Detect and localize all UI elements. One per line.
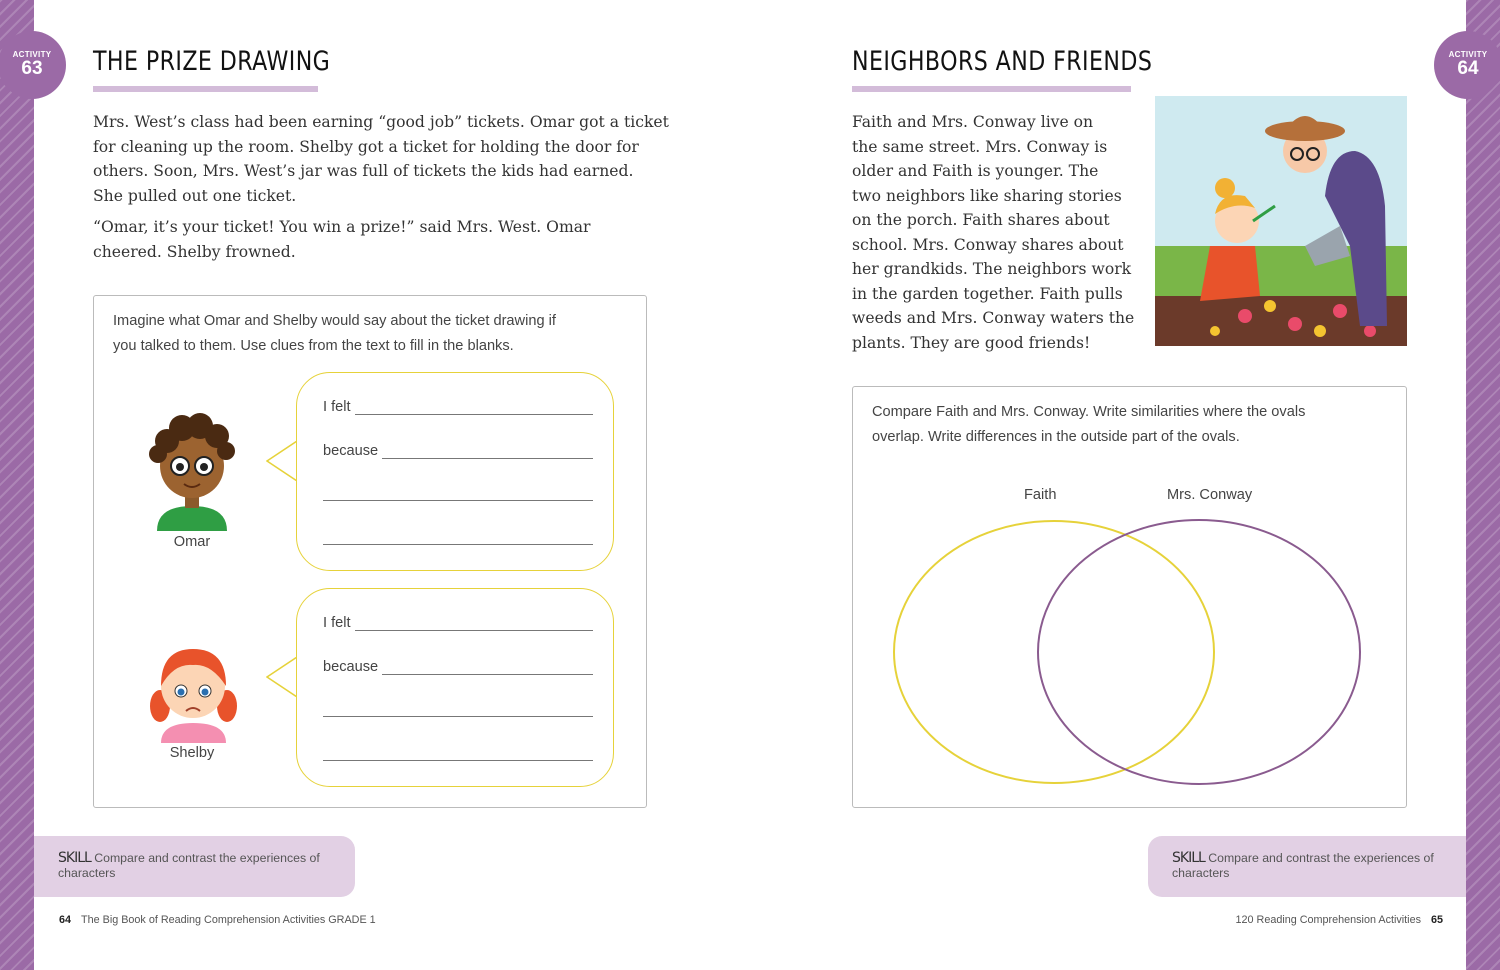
activity-number: 63: [21, 58, 43, 79]
omar-illustration: [149, 413, 235, 531]
text-line: two neighbors like sharing stories: [852, 186, 1122, 205]
answer-blank[interactable]: [354, 617, 593, 631]
skill-text: characters: [1172, 866, 1230, 880]
text-line: She pulled out one ticket.: [93, 186, 297, 205]
skill-label: SKILL: [58, 850, 92, 866]
mrs-conway-oval[interactable]: [1037, 519, 1361, 785]
text-line: her grandkids. The neighbors work: [852, 260, 1132, 278]
page-title: THE PRIZE DRAWING: [93, 46, 331, 77]
because-label: because: [323, 443, 379, 459]
garden-illustration: [1155, 96, 1407, 346]
text-line: cheered. Shelby frowned.: [93, 242, 296, 261]
venn-label-mrs-conway: Mrs. Conway: [1167, 487, 1253, 503]
left-decorative-strip: [0, 0, 34, 970]
footer: 64 The Big Book of Reading Comprehension …: [59, 914, 376, 926]
i-felt-label: I felt: [323, 399, 351, 415]
text-line: older and Faith is younger. The: [852, 162, 1099, 180]
text-line: the same street. Mrs. Conway is: [852, 137, 1108, 156]
story-paragraph-2: “Omar, it’s your ticket! You win a prize…: [93, 215, 591, 264]
answer-blank[interactable]: [323, 747, 593, 761]
story-paragraph-1: Mrs. West’s class had been earning “good…: [93, 110, 669, 208]
answer-blank[interactable]: [382, 445, 593, 459]
omar-speech-bubble: I felt because: [266, 372, 614, 571]
instructions: Compare Faith and Mrs. Conway. Write sim…: [872, 400, 1305, 450]
text-line: in the garden together. Faith pulls: [852, 284, 1123, 303]
shelby-illustration: [150, 649, 237, 743]
text-line: school. Mrs. Conway shares about: [852, 235, 1124, 254]
book-title: 120 Reading Comprehension Activities: [1235, 914, 1421, 926]
activity-label: ACTIVITY: [1448, 50, 1488, 59]
skill-box: SKILL Compare and contrast the experienc…: [1148, 836, 1466, 897]
text-line: you talked to them. Use clues from the t…: [113, 338, 514, 354]
text-line: Faith and Mrs. Conway live on: [852, 113, 1094, 131]
faith-oval[interactable]: [893, 520, 1215, 784]
skill-text: characters: [58, 866, 116, 880]
story-paragraph: Faith and Mrs. Conway live on the same s…: [852, 110, 1134, 355]
because-label: because: [323, 659, 379, 675]
shelby-speech-bubble: I felt because: [266, 588, 614, 787]
text-line: weeds and Mrs. Conway waters the: [852, 309, 1135, 327]
skill-label: SKILL: [1172, 850, 1206, 866]
answer-blank[interactable]: [323, 703, 593, 717]
skill-box: SKILL Compare and contrast the experienc…: [34, 836, 355, 897]
venn-activity-box: Compare Faith and Mrs. Conway. Write sim…: [852, 386, 1407, 808]
omar-name-label: Omar: [173, 534, 211, 550]
activity-label: ACTIVITY: [12, 50, 52, 59]
answer-blank[interactable]: [354, 401, 593, 415]
answer-blank[interactable]: [323, 487, 593, 501]
page-number: 65: [1430, 914, 1443, 926]
venn-label-faith: Faith: [1024, 487, 1057, 503]
text-line: overlap. Write differences in the outsid…: [872, 429, 1240, 445]
book-title: The Big Book of Reading Comprehension Ac…: [81, 914, 376, 926]
right-decorative-strip: [1466, 0, 1500, 970]
text-line: others. Soon, Mrs. West’s jar was full o…: [93, 162, 634, 180]
text-line: “Omar, it’s your ticket! You win a prize…: [93, 218, 591, 236]
activity-badge-63: ACTIVITY 63: [0, 31, 66, 99]
skill-text: Compare and contrast the experiences of: [94, 851, 320, 865]
text-line: on the porch. Faith shares about: [852, 211, 1110, 229]
text-line: Imagine what Omar and Shelby would say a…: [113, 313, 556, 329]
text-line: Mrs. West’s class had been earning “good…: [93, 113, 669, 131]
venn-diagram: [893, 519, 1361, 785]
shelby-name-label: Shelby: [169, 745, 215, 761]
text-line: plants. They are good friends!: [852, 333, 1091, 352]
footer: 120 Reading Comprehension Activities 65: [1236, 914, 1443, 926]
i-felt-label: I felt: [323, 615, 351, 631]
activity-number: 64: [1457, 58, 1479, 79]
title-underline: [93, 86, 318, 92]
instructions: Imagine what Omar and Shelby would say a…: [113, 309, 556, 359]
title-underline: [852, 86, 1131, 92]
text-line: Compare Faith and Mrs. Conway. Write sim…: [872, 404, 1306, 420]
page-number: 64: [59, 914, 72, 926]
answer-blank[interactable]: [382, 661, 593, 675]
text-line: for cleaning up the room. Shelby got a t…: [93, 137, 639, 156]
page-title: NEIGHBORS AND FRIENDS: [852, 46, 1153, 77]
activity-box: Imagine what Omar and Shelby would say a…: [93, 295, 647, 808]
answer-blank[interactable]: [323, 531, 593, 545]
skill-text: Compare and contrast the experiences of: [1208, 851, 1434, 865]
activity-badge-64: ACTIVITY 64: [1434, 31, 1500, 99]
